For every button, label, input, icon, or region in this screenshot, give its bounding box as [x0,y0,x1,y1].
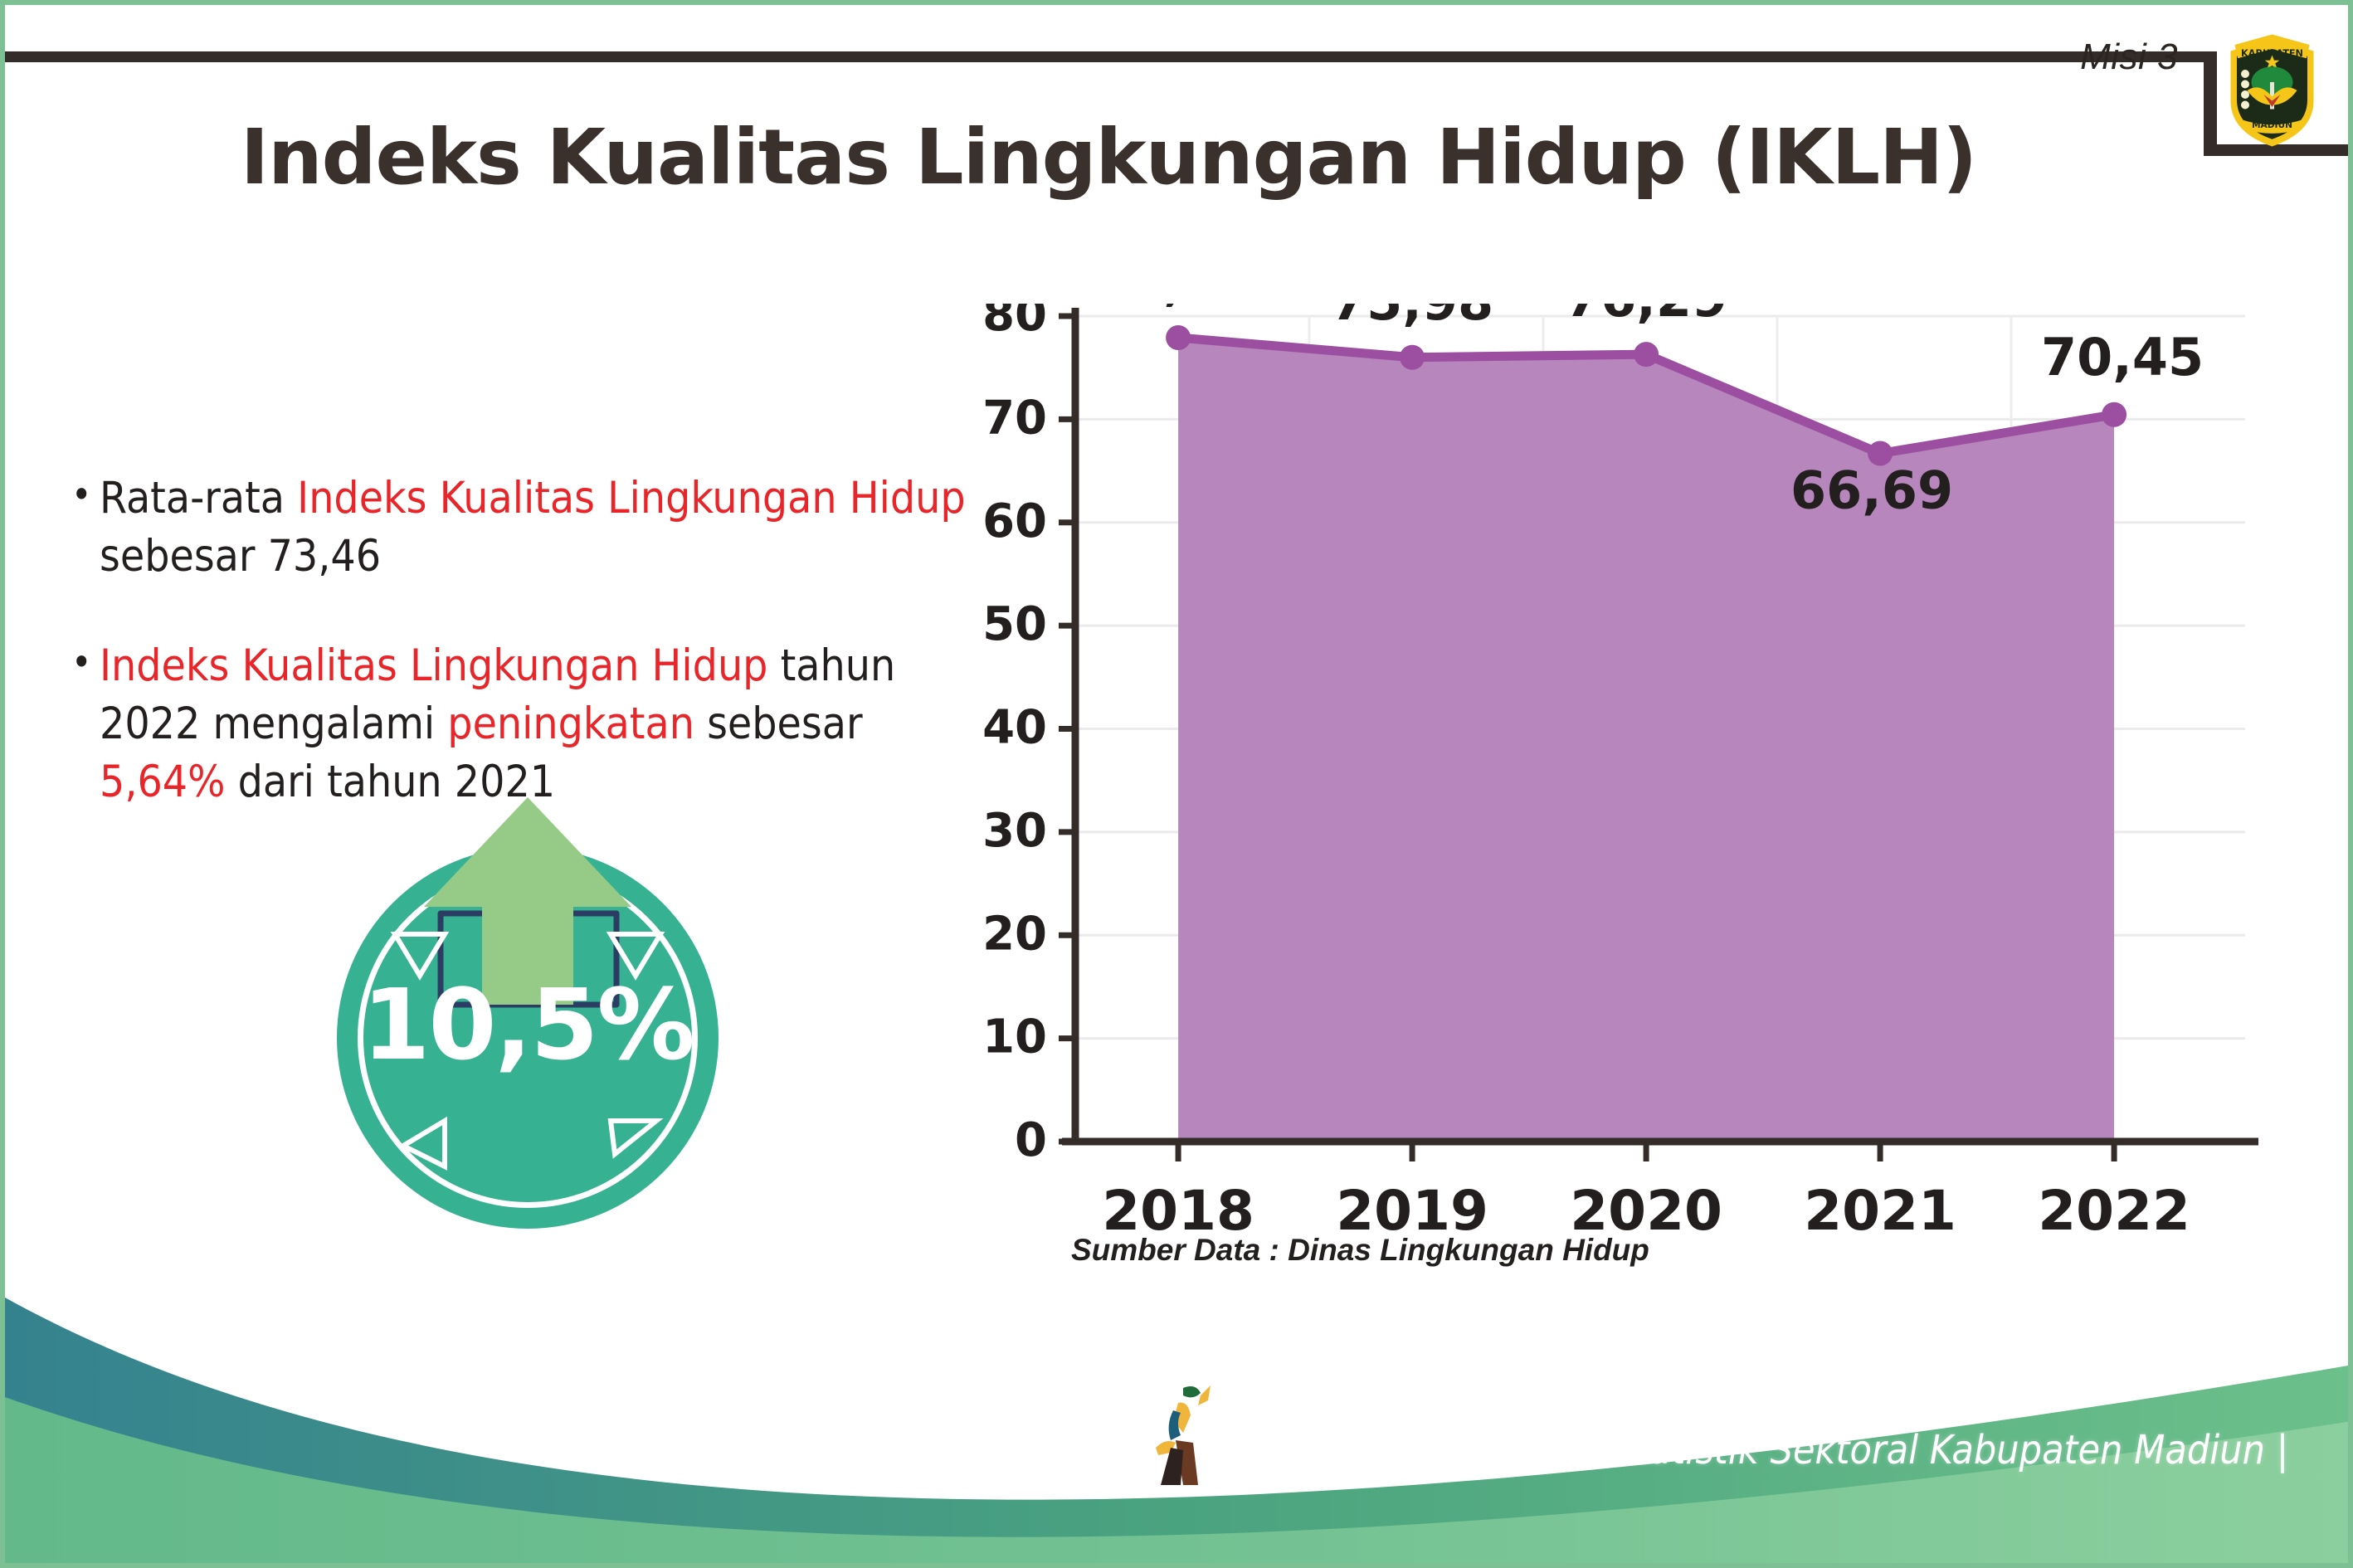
y-tick-label: 50 [982,597,1047,651]
data-value-label: 75,98 [1331,304,1493,332]
plain-text: tahun 2022 mengalami [100,640,896,749]
plain-text: dari tahun 2021 [225,756,556,807]
y-axis-tick-labels: 0 10 20 30 40 50 60 70 80 [982,304,1047,1167]
x-tick-label: 2018 [1102,1179,1254,1243]
data-value-label: 70,45 [2041,327,2204,387]
increase-badge: 10,5% [324,756,756,1229]
plain-text: Rata-rata [100,473,298,523]
header-divider-rule [5,51,2212,62]
area-fill [1178,337,2115,1142]
x-tick-label: 2021 [1804,1179,1956,1243]
x-tick-label: 2019 [1336,1179,1488,1243]
y-tick-label: 20 [982,907,1047,961]
highlighted-text: 5,64% [100,756,226,807]
summary-bullet-list: Rata-rata Indeks Kualitas Lingkungan Hid… [71,470,1001,863]
list-item: Indeks Kualitas Lingkungan Hidup tahun 2… [71,637,1001,811]
y-tick-label: 80 [982,304,1047,342]
highlighted-text: Indeks Kualitas Lingkungan Hidup [100,640,768,691]
iklh-area-chart: 0 10 20 30 40 50 60 70 80 2018 2019 2020 2021 2022 7… [963,304,2291,1299]
header-bracket-vertical [2204,51,2217,151]
x-tick-label: 2020 [1570,1179,1722,1243]
data-value-labels: 77,91 75,98 76,29 66,69 70,45 [1092,304,2204,521]
plain-text: sebesar 73,46 [100,530,382,582]
highlighted-text: Indeks Kualitas Lingkungan Hidup [297,473,966,523]
dancer-figure-logo-icon [1156,1385,1211,1485]
chart-source-caption: Sumber Data : Dinas Lingkungan Hidup [1071,1233,1649,1267]
svg-text:MADIUN: MADIUN [2252,119,2292,130]
y-tick-label: 60 [982,494,1047,548]
chart-canvas: 0 10 20 30 40 50 60 70 80 2018 2019 2020 2021 2022 7… [982,304,2258,1243]
plain-text: sebesar [694,698,863,749]
y-tick-label: 10 [982,1010,1047,1064]
y-tick-label: 40 [982,701,1047,755]
data-value-label: 77,91 [1092,304,1254,312]
page-title: Indeks Kualitas Lingkungan Hidup (IKLH) [240,113,1977,202]
highlighted-text: peningkatan [447,698,694,749]
y-tick-label: 70 [982,391,1047,445]
list-item: Rata-rata Indeks Kualitas Lingkungan Hid… [71,470,1001,586]
kabupaten-madiun-emblem-icon: KABUPATEN MADIUN [2230,34,2314,147]
y-axis [1059,308,1079,1145]
header-bracket-horizontal [2204,144,2348,156]
up-arrow-icon [424,797,631,1008]
data-value-label: 76,29 [1565,304,1727,329]
footer-caption: Media Infografis Data Statistik Sektoral… [1216,1427,2289,1473]
data-value-label: 66,69 [1790,460,1953,521]
x-axis-tick-labels: 2018 2019 2020 2021 2022 [1102,1179,2190,1243]
badge-value: 10,5% [362,967,694,1082]
misi-label: Misi 3 [2080,37,2178,77]
svg-text:KABUPATEN: KABUPATEN [2241,48,2303,59]
y-tick-label: 0 [1015,1113,1047,1167]
footer-wave-graphic [5,1298,2348,1563]
data-point-markers [1166,324,2127,466]
x-tick-label: 2022 [2038,1179,2190,1243]
badge-tick-marks [390,932,665,1171]
x-axis [1062,1137,2258,1161]
y-tick-label: 30 [982,804,1047,858]
footer: Media Infografis Data Statistik Sektoral… [5,1281,2348,1563]
